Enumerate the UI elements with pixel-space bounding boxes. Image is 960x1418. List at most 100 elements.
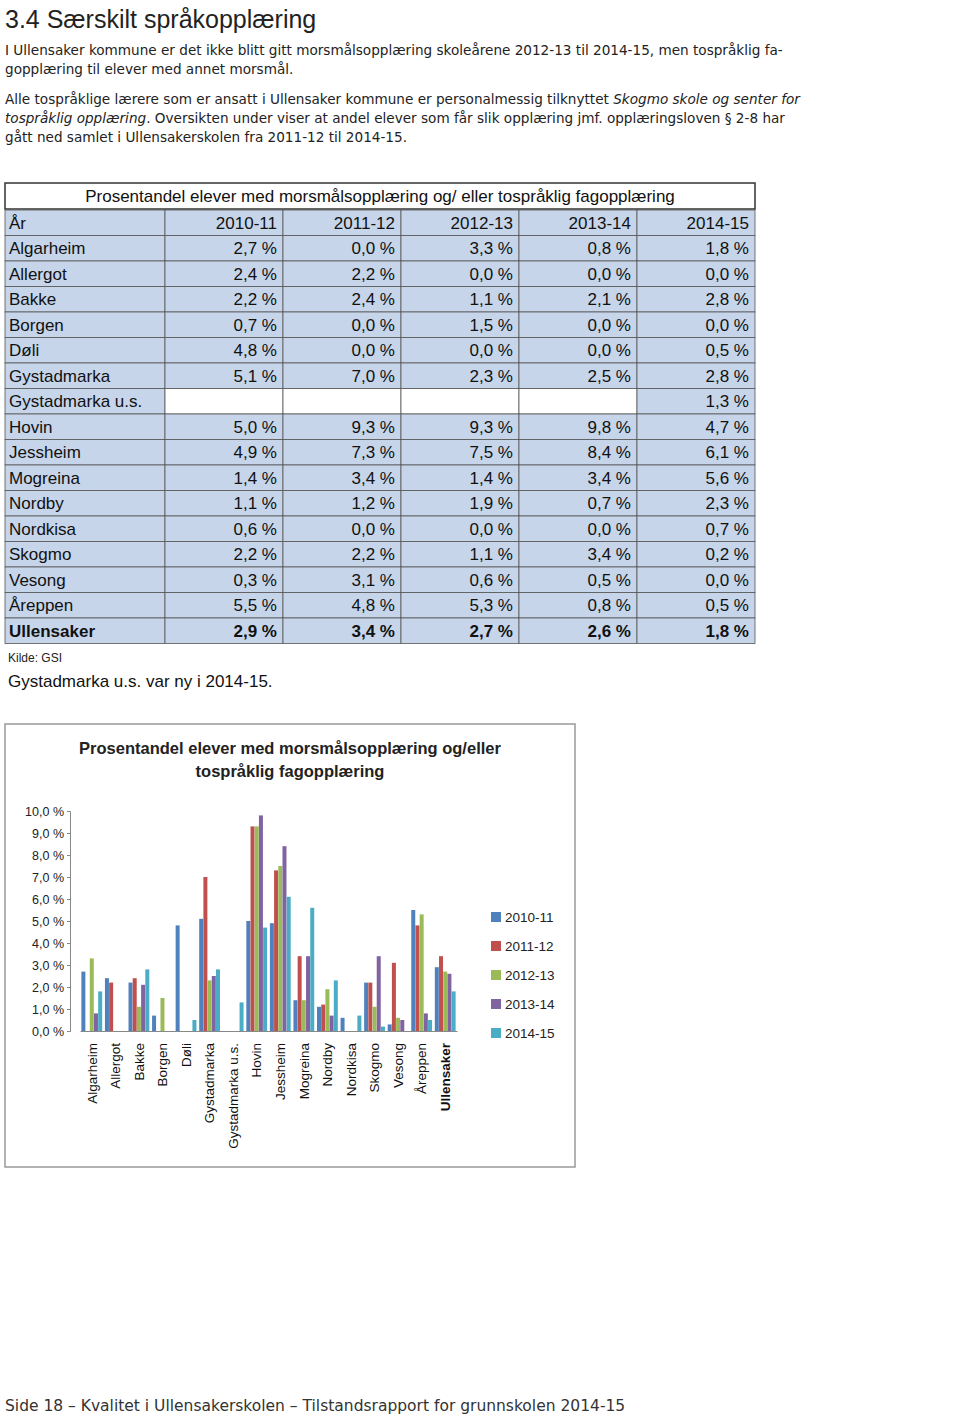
table-cell — [5, 440, 165, 466]
table-value: 7,3 % — [352, 443, 395, 462]
bar — [133, 978, 137, 1031]
table-cell — [5, 542, 165, 568]
paragraph-line: tospråklig opplæring. Oversikten under v… — [5, 110, 785, 126]
bar — [246, 921, 250, 1031]
table-cell — [165, 210, 283, 236]
axis-line — [81, 1031, 458, 1032]
table-value: 1,4 % — [470, 469, 513, 488]
row-label: Gystadmarka — [9, 367, 111, 386]
table-value: 2,3 % — [470, 367, 513, 386]
chart-title: Prosentandel elever med morsmålsopplærin… — [79, 739, 501, 780]
table-cell — [165, 465, 283, 491]
table-cell — [401, 414, 519, 440]
bar — [188, 1031, 192, 1032]
legend-label: 2012-13 — [505, 968, 555, 983]
table-cell — [637, 363, 755, 389]
table-cell — [5, 210, 165, 236]
bar — [169, 1031, 173, 1032]
table-value: 0,5 % — [706, 596, 749, 615]
x-axis: AlgarheimAllergotBakkeBorgenDøliGystadma… — [81, 1032, 458, 1149]
bar — [81, 972, 85, 1031]
legend: 2010-112011-122012-132013-142014-15 — [491, 910, 555, 1041]
table-value: 0,0 % — [588, 265, 631, 284]
bar — [141, 985, 145, 1031]
table-title-cell — [5, 183, 755, 209]
bar — [109, 983, 113, 1031]
tick: 0,0 % — [32, 1025, 70, 1039]
bar — [255, 826, 259, 1031]
paragraph-line: gått ned samlet i Ullensakerskolen fra 2… — [5, 129, 407, 145]
table-value: 5,1 % — [234, 367, 277, 386]
bar — [129, 983, 133, 1031]
table-value: 5,0 % — [234, 418, 277, 437]
table-cell — [519, 491, 637, 517]
table-value: 0,3 % — [234, 571, 277, 590]
table-value: 0,0 % — [706, 316, 749, 335]
table-cell — [5, 414, 165, 440]
bar — [165, 1031, 169, 1032]
bar — [263, 928, 267, 1031]
bar — [105, 978, 109, 1031]
tick: Nordkisa — [344, 1043, 359, 1097]
table-cell — [165, 312, 283, 338]
table-value: 2,6 % — [588, 622, 631, 641]
bar — [287, 897, 291, 1031]
legend-swatch — [491, 941, 501, 951]
tick-mark — [67, 943, 70, 944]
table-value: 9,3 % — [470, 418, 513, 437]
table-cell — [5, 491, 165, 517]
table-value: 2012-13 — [451, 214, 513, 233]
tick: 6,0 % — [32, 893, 70, 907]
table-cell — [401, 338, 519, 364]
row-label: Skogmo — [9, 545, 71, 564]
tick-mark — [67, 811, 70, 812]
bar — [452, 991, 456, 1031]
bar — [302, 1000, 306, 1031]
table-value: 1,5 % — [470, 316, 513, 335]
table-value: 2,3 % — [706, 494, 749, 513]
table-cell — [401, 465, 519, 491]
table-cell — [519, 389, 637, 415]
table-cell — [5, 312, 165, 338]
table-cell — [401, 363, 519, 389]
table-cell — [165, 338, 283, 364]
table-cell — [401, 516, 519, 542]
table-cell — [165, 261, 283, 287]
table-cell — [5, 465, 165, 491]
table-cell — [283, 338, 401, 364]
table-cell — [165, 542, 283, 568]
table-cell — [283, 567, 401, 593]
tick: Vesong — [391, 1043, 406, 1088]
table-cell — [637, 491, 755, 517]
tick-label: 9,0 % — [32, 827, 64, 841]
table-value: 2,8 % — [706, 290, 749, 309]
bar — [357, 1016, 361, 1031]
table-cell — [519, 414, 637, 440]
table-value: 1,9 % — [470, 494, 513, 513]
table-title: Prosentandel elever med morsmålsopplærin… — [85, 187, 675, 206]
legend-label: 2014-15 — [505, 1026, 555, 1041]
category-label: Nordkisa — [344, 1043, 359, 1097]
table-cell — [5, 516, 165, 542]
table-cell — [165, 491, 283, 517]
table-value: 4,8 % — [234, 341, 277, 360]
row-label: Gystadmarka u.s. — [9, 392, 142, 411]
row-label: Åreppen — [9, 596, 73, 615]
paragraph-line: gopplæring til elever med annet morsmål. — [5, 61, 293, 77]
table-cell — [5, 287, 165, 313]
table-cell — [283, 440, 401, 466]
table-cell — [637, 312, 755, 338]
tick: Nordby — [320, 1043, 335, 1087]
bar — [310, 908, 314, 1031]
table-cell — [401, 593, 519, 619]
tick-mark — [67, 921, 70, 922]
table: Prosentandel elever med morsmålsopplærin… — [5, 183, 755, 644]
tick: 4,0 % — [32, 937, 70, 951]
bar — [122, 1031, 126, 1032]
table-value: 5,6 % — [706, 469, 749, 488]
bar — [274, 870, 278, 1031]
table-value: 8,4 % — [588, 443, 631, 462]
bar — [184, 1031, 188, 1032]
table-cell — [519, 236, 637, 262]
table-value: 1,1 % — [470, 290, 513, 309]
